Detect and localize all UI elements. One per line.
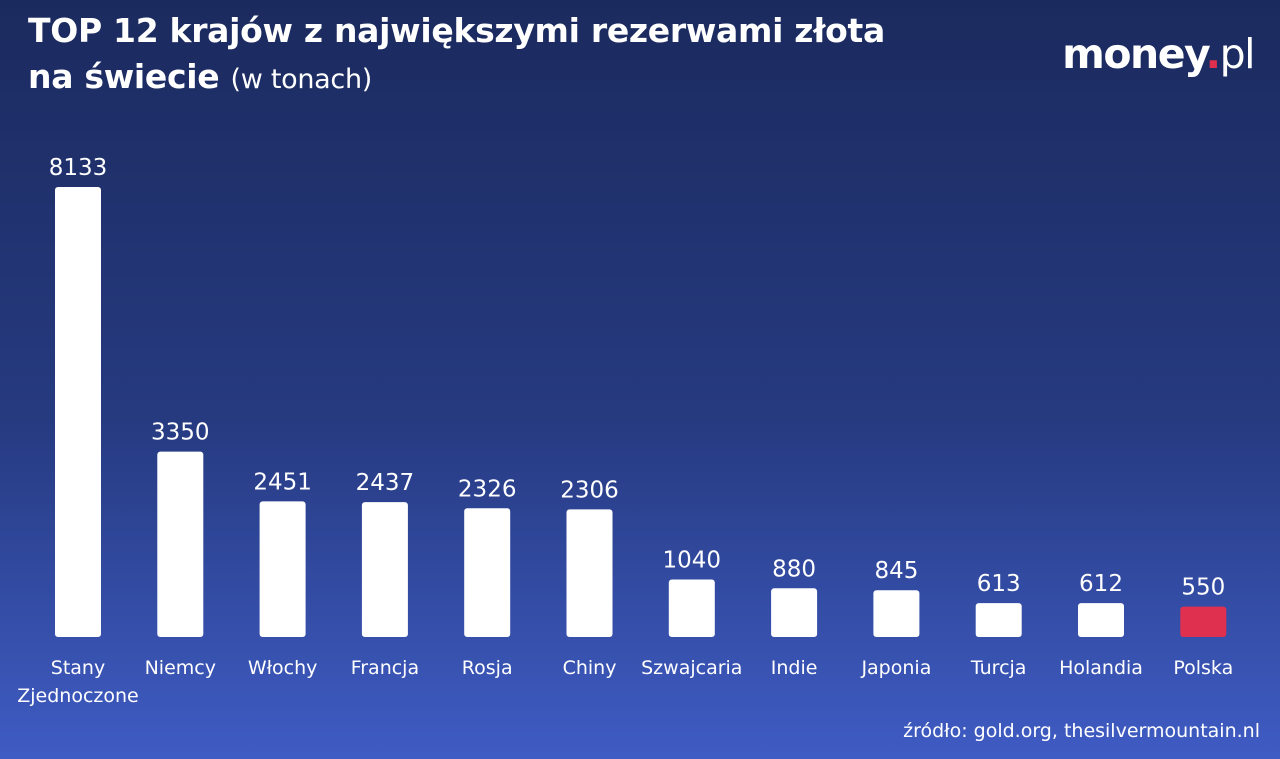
title-unit: (w tonach) [230,64,373,95]
bar-holandia [1078,603,1124,637]
bar-rosja [464,508,511,637]
bar-szwajcaria [668,579,715,637]
category-label-niemcy: Niemcy [145,657,216,679]
category-label-rosja: Rosja [462,657,513,679]
chart-title: TOP 12 krajów z największymi rezerwami z… [28,8,885,103]
bar-chiny [566,509,613,637]
bar-wlochy [259,501,306,637]
value-label-japonia: 845 [874,558,918,584]
bar-indie [771,588,818,637]
money-pl-logo: money.pl [1062,30,1256,78]
value-label-polska: 550 [1181,575,1225,601]
value-label-rosja: 2326 [458,476,517,502]
source-note: źródło: gold.org, thesilvermountain.nl [903,720,1260,742]
value-label-indie: 880 [772,556,816,582]
logo-main: money [1062,30,1207,78]
value-label-francja: 2437 [356,470,415,496]
category-label-holandia: Holandia [1059,657,1143,679]
title-line-1: TOP 12 krajów z największymi rezerwami z… [28,11,885,50]
value-label-wlochy: 2451 [253,469,312,495]
value-label-stany-zjednoczone: 8133 [49,155,108,181]
category-label-japonia: Japonia [860,657,931,679]
title-line-2: na świecie [28,57,220,96]
category-label-indie: Indie [771,657,818,679]
category-label-chiny: Chiny [563,657,617,679]
logo-dot: . [1205,30,1222,78]
value-label-niemcy: 3350 [151,420,210,446]
category-label-francja: Francja [351,657,419,679]
category-label-szwajcaria: Szwajcaria [641,657,742,679]
value-label-turcja: 613 [977,571,1021,597]
bar-francja [361,502,408,637]
value-label-szwajcaria: 1040 [663,547,722,573]
value-label-holandia: 612 [1079,571,1123,597]
bar-niemcy [157,451,204,637]
category-label-stany-zjednoczone: Stany Zjednoczone [17,657,139,707]
bar-japonia [873,590,920,637]
category-label-wlochy: Włochy [248,657,318,679]
bar-polska [1180,606,1227,637]
category-label-polska: Polska [1173,657,1233,679]
bar-stany-zjednoczone [55,187,101,637]
value-label-chiny: 2306 [560,477,619,503]
bar-turcja [975,603,1022,637]
logo-suffix: pl [1219,30,1256,78]
category-label-turcja: Turcja [970,657,1027,679]
